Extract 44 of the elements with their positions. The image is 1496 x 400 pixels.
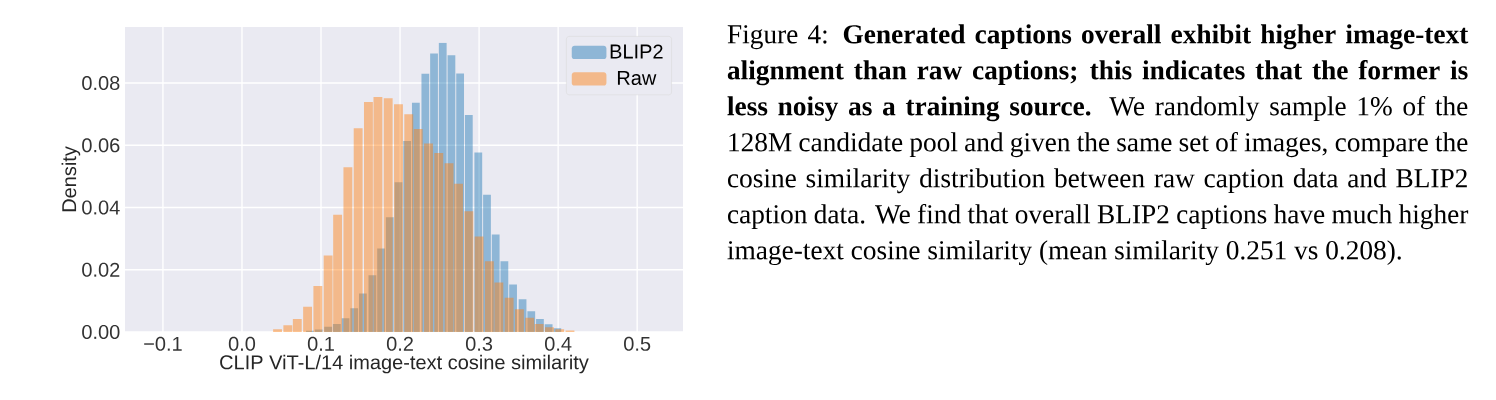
bar (313, 285, 323, 332)
bar (464, 211, 474, 332)
text: Figure 4: Generated captions overall exhibit higher image-text alignment than raw captions; this indicates that the former is less noisy as a training source. We randomly sample 1% of the 128M candidate pool and given the same set of images, compare the cosine similarity distribution between raw caption data and BLIP2 caption data. We find that overall BLIP2 captions have much higher image-text cosine similarity (mean similarity 0.251 vs 0.208). (727, 24, 1469, 266)
bar (323, 255, 333, 332)
bar (273, 329, 282, 332)
y-tick-label: 0.02 (82, 262, 120, 277)
y-tick-label: 0.06 (82, 138, 120, 153)
y-axis-title: Density (61, 146, 81, 212)
x-tick-label: 0.0 (228, 336, 256, 351)
y-tick-label: 0.08 (82, 75, 120, 91)
bar (413, 129, 423, 332)
bar (333, 214, 343, 332)
x-tick-label: 0.1 (307, 336, 334, 351)
y-tick-label: 0.00 (82, 324, 120, 340)
bar (514, 309, 524, 332)
bar (383, 98, 393, 332)
x-tick-label: 0.2 (386, 336, 413, 351)
y-tick-label: 0.04 (82, 200, 120, 215)
legend-label: BLIP2 (610, 44, 663, 59)
legend-label: Raw (617, 71, 657, 85)
bar (454, 183, 463, 332)
bar (534, 323, 544, 332)
x-tick-label: −0.1 (144, 336, 182, 351)
bar (484, 261, 494, 332)
bar (494, 282, 504, 332)
bar (373, 97, 383, 332)
bar (434, 153, 444, 332)
bar (303, 306, 313, 332)
bar (394, 104, 403, 332)
bar (444, 163, 454, 332)
bar (292, 318, 302, 332)
bar (474, 236, 484, 332)
bar (504, 297, 514, 332)
bar (424, 143, 433, 332)
bar (404, 114, 414, 332)
x-tick-label: 0.3 (465, 336, 493, 351)
bar (364, 102, 373, 332)
bar (353, 128, 363, 332)
bar (525, 317, 535, 332)
bar (283, 325, 293, 332)
x-axis-title: CLIP ViT-L/14 image-text cosine similarity (220, 354, 589, 374)
x-tick-label: 0.4 (545, 336, 572, 351)
x-tick-label: 0.5 (624, 336, 651, 351)
bar (343, 167, 353, 332)
